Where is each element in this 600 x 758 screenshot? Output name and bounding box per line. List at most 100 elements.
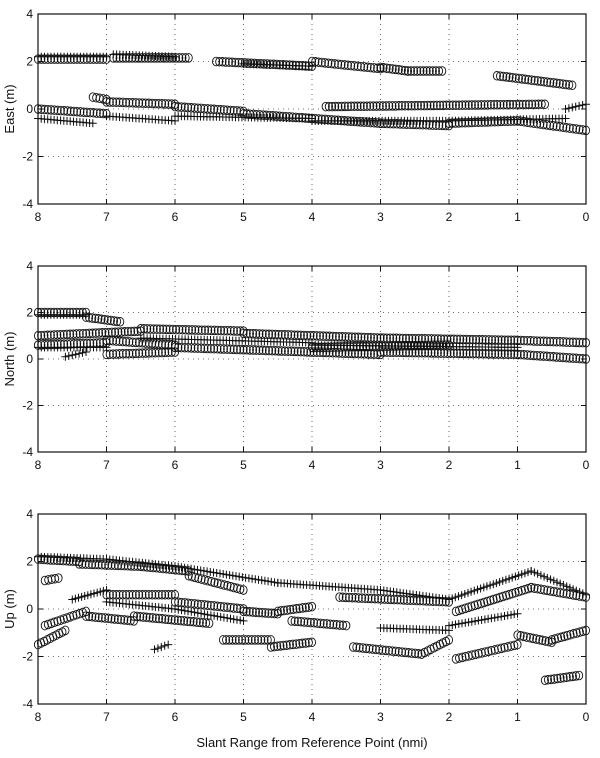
circle-marker: [549, 78, 558, 88]
circle-marker: [542, 351, 551, 362]
circle-marker: [221, 57, 230, 67]
circle-marker: [371, 644, 380, 655]
circle-marker: [441, 340, 450, 350]
circle-marker: [490, 100, 499, 110]
circle-marker: [313, 618, 322, 628]
circle-marker: [364, 593, 373, 604]
circle-marker: [260, 635, 269, 645]
y-tick-label: -4: [22, 697, 33, 711]
y-axis-label: North (m): [2, 332, 17, 387]
circle-marker: [546, 120, 555, 131]
circle-marker: [445, 100, 454, 111]
circle-marker: [407, 100, 416, 111]
circle-marker: [360, 332, 369, 343]
circle-marker: [122, 590, 131, 600]
circle-marker: [190, 599, 199, 609]
plus-marker: [513, 609, 522, 618]
circle-marker: [197, 343, 206, 354]
circle-marker: [329, 619, 338, 630]
plus-marker: [498, 576, 507, 585]
circle-marker: [546, 336, 555, 347]
circle-marker: [216, 344, 225, 354]
circle-marker: [338, 332, 347, 342]
circle-marker: [194, 573, 203, 584]
circle-marker: [154, 613, 164, 624]
circle-marker: [75, 559, 84, 569]
circle-marker: [59, 329, 68, 340]
circle-marker: [354, 332, 363, 343]
circle-marker: [112, 97, 121, 107]
circle-marker: [516, 335, 525, 346]
plus-marker: [471, 617, 480, 626]
circle-marker: [383, 594, 392, 604]
circle-marker: [287, 616, 296, 626]
circle-marker: [249, 328, 258, 339]
circle-marker: [186, 616, 195, 627]
circle-marker: [556, 587, 565, 598]
circle-marker: [373, 118, 382, 128]
circle-marker: [53, 616, 62, 626]
circle-marker: [394, 65, 403, 75]
circle-marker: [148, 590, 157, 600]
circle-marker: [433, 334, 442, 344]
circle-marker: [534, 99, 543, 110]
circle-marker: [350, 332, 360, 342]
circle-marker: [180, 102, 189, 113]
circle-marker: [395, 333, 404, 344]
circle-marker: [555, 337, 564, 347]
circle-marker: [161, 614, 170, 624]
circle-marker: [483, 100, 492, 110]
circle-marker: [334, 59, 343, 69]
circle-marker: [220, 580, 229, 590]
circle-marker: [502, 590, 511, 601]
circle-marker: [347, 332, 356, 342]
circle-marker: [282, 640, 291, 650]
plus-marker: [458, 619, 466, 628]
plus-marker: [511, 572, 520, 581]
circle-marker: [380, 594, 389, 604]
circle-marker: [132, 611, 142, 622]
circle-marker: [200, 343, 209, 354]
circle-marker: [181, 53, 190, 63]
circle-marker: [413, 66, 422, 76]
circle-marker: [328, 347, 337, 358]
circle-marker: [300, 617, 309, 627]
circle-marker: [148, 338, 157, 349]
circle-marker: [361, 593, 370, 603]
circle-marker: [426, 100, 435, 111]
circle-marker: [353, 116, 362, 127]
plus-marker: [102, 586, 111, 594]
circle-marker: [89, 108, 98, 118]
circle-marker: [161, 99, 170, 109]
circle-marker: [200, 575, 209, 585]
plus-marker: [556, 579, 565, 588]
circle-marker: [216, 579, 225, 589]
circle-marker: [242, 345, 251, 355]
circle-marker: [108, 349, 118, 359]
circle-marker: [97, 560, 106, 570]
x-tick-label: 0: [583, 210, 590, 224]
circle-marker: [330, 59, 339, 69]
x-tick-label: 1: [514, 210, 521, 224]
circle-marker: [568, 671, 577, 682]
x-tick-label: 6: [172, 710, 179, 724]
circle-marker: [337, 59, 346, 70]
circle-marker: [401, 101, 410, 111]
circle-marker: [328, 101, 337, 112]
circle-marker: [395, 347, 404, 358]
circle-marker: [496, 71, 505, 81]
plus-marker: [562, 582, 571, 591]
circle-marker: [101, 613, 110, 623]
circle-marker: [527, 582, 536, 593]
circle-marker: [183, 343, 193, 353]
circle-marker: [486, 595, 495, 606]
circle-marker: [240, 58, 249, 68]
circle-marker: [541, 636, 550, 646]
circle-marker: [146, 562, 155, 572]
plus-marker: [203, 567, 212, 576]
circle-marker: [369, 101, 378, 111]
circle-marker: [540, 99, 549, 110]
circle-marker: [91, 559, 100, 570]
circle-marker: [141, 348, 150, 358]
circle-marker: [271, 329, 280, 340]
